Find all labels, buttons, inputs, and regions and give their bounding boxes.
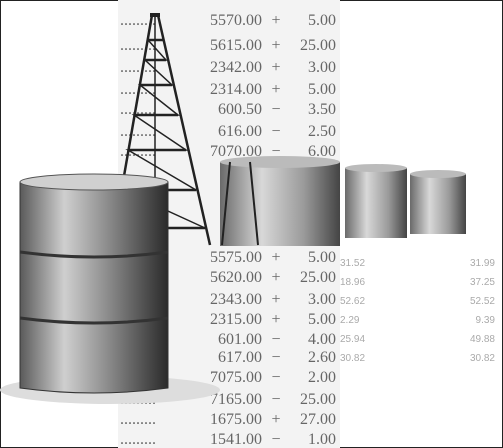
price: 5620.00 — [210, 269, 262, 286]
leader-dots: ......... — [120, 143, 156, 160]
price: 5575.00 — [210, 249, 262, 266]
side-value: 9.39 — [476, 315, 496, 326]
price: 2315.00 — [210, 311, 262, 328]
change: 2.60 — [308, 349, 336, 366]
change: 3.50 — [308, 101, 336, 118]
storage-tanks — [220, 156, 466, 246]
oil-derrick — [110, 13, 259, 246]
change: 3.00 — [308, 291, 336, 308]
change-sign: − — [271, 331, 280, 348]
side-value: 25.94 — [340, 334, 365, 345]
change-sign: + — [271, 291, 280, 308]
change: 4.00 — [308, 331, 336, 348]
change-sign: + — [271, 81, 280, 98]
change-sign: + — [271, 12, 280, 29]
change-sign: − — [271, 391, 280, 408]
price: 7070.00 — [210, 143, 262, 160]
change: 27.00 — [300, 411, 336, 428]
side-value: 30.82 — [470, 353, 495, 364]
change-sign: + — [271, 249, 280, 266]
change: 5.00 — [308, 81, 336, 98]
price: 617.00 — [218, 349, 262, 366]
side-value: 31.52 — [340, 258, 365, 269]
change: 25.00 — [300, 269, 336, 286]
price: 601.00 — [218, 331, 262, 348]
change: 3.00 — [308, 59, 336, 76]
change-sign: + — [271, 269, 280, 286]
change-sign: + — [271, 37, 280, 54]
price: 5570.00 — [210, 12, 262, 29]
side-value: 18.96 — [340, 277, 365, 288]
side-value: 2.29 — [340, 315, 360, 326]
change: 25.00 — [300, 37, 336, 54]
leader-dots: ......... — [120, 59, 156, 76]
price: 7165.00 — [210, 391, 262, 408]
change: 5.00 — [308, 311, 336, 328]
leader-dots: ......... — [120, 431, 156, 448]
price: 5615.00 — [210, 37, 262, 54]
change-sign: + — [271, 311, 280, 328]
change-sign: − — [271, 349, 280, 366]
oil-barrel — [0, 173, 220, 404]
change-sign: − — [271, 101, 280, 118]
change-sign: + — [271, 59, 280, 76]
price: 2342.00 — [210, 59, 262, 76]
change-sign: − — [271, 143, 280, 160]
change: 5.00 — [308, 12, 336, 29]
change: 5.00 — [308, 249, 336, 266]
price: 2314.00 — [210, 81, 262, 98]
side-value: 31.99 — [470, 258, 495, 269]
change: 2.50 — [308, 123, 336, 140]
price: 616.00 — [218, 123, 262, 140]
price: 2343.00 — [210, 291, 262, 308]
change: 2.00 — [308, 369, 336, 386]
leader-dots: ......... — [120, 411, 156, 428]
side-value: 52.52 — [470, 296, 495, 307]
side-value: 37.25 — [470, 277, 495, 288]
price: 1675.00 — [210, 411, 262, 428]
side-value: 52.62 — [340, 296, 365, 307]
change: 25.00 — [300, 391, 336, 408]
ticker-text: ......... 5570.00 +5.00......... 5615.00 +25… — [120, 12, 495, 448]
change: 6.00 — [308, 143, 336, 160]
side-value: 49.88 — [470, 334, 495, 345]
change-sign: − — [271, 431, 280, 448]
change-sign: + — [271, 411, 280, 428]
change-sign: − — [271, 369, 280, 386]
price: 1541.00 — [210, 431, 262, 448]
change-sign: − — [271, 123, 280, 140]
change: 1.00 — [308, 431, 336, 448]
leader-dots: ......... — [120, 12, 156, 29]
leader-dots: ......... — [120, 123, 156, 140]
price: 600.50 — [218, 101, 262, 118]
price: 7075.00 — [210, 369, 262, 386]
side-value: 30.82 — [340, 353, 365, 364]
